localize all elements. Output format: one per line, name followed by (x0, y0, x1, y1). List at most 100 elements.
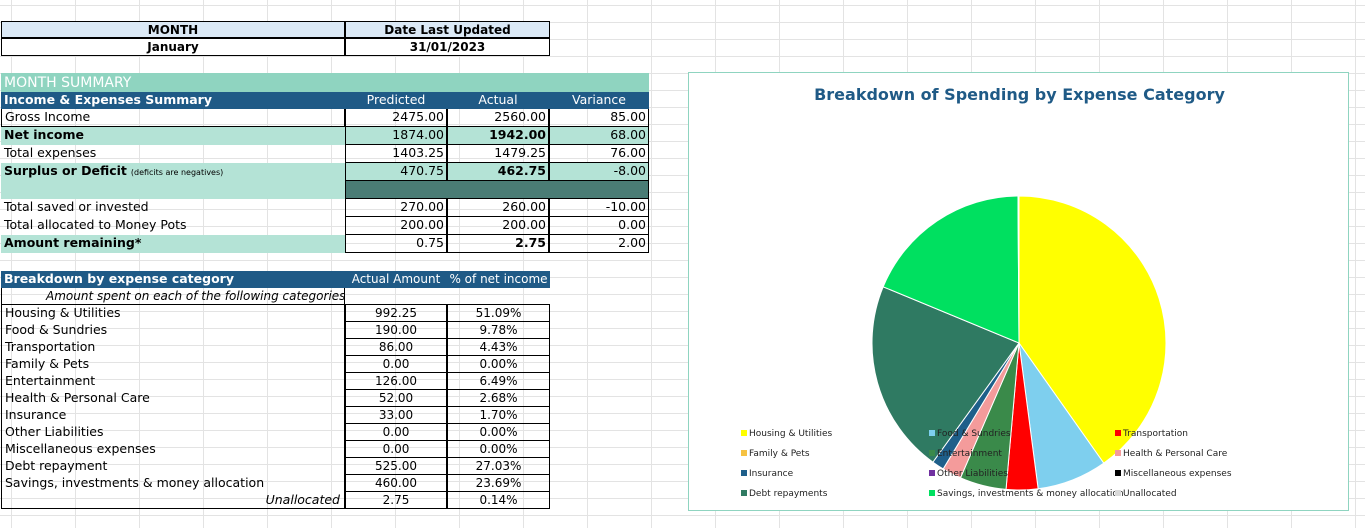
legend-label: Miscellaneous expenses (1123, 469, 1232, 479)
col-predicted: Predicted (366, 92, 426, 107)
breakdown-row-pct: 27.03% (447, 458, 550, 475)
breakdown-row-pct: 6.49% (447, 373, 550, 390)
date-updated-label: Date Last Updated (345, 21, 550, 38)
legend-swatch (1115, 490, 1121, 496)
month-label: MONTH (1, 21, 345, 38)
legend-item: Entertainment (929, 449, 1002, 460)
breakdown-row-label: Entertainment (1, 373, 345, 390)
breakdown-row-pct: 23.69% (447, 475, 550, 492)
chart-panel[interactable]: Breakdown of Spending by Expense Categor… (688, 72, 1349, 511)
breakdown-title: Breakdown by expense category (4, 271, 234, 286)
col-pct-net-income: % of net income (449, 272, 548, 286)
month-summary-title: MONTH SUMMARY (1, 73, 649, 92)
total-expenses-predicted[interactable]: 1403.25 (345, 145, 447, 163)
breakdown-row-amount[interactable]: 0.00 (345, 441, 447, 458)
breakdown-row-amount[interactable]: 992.25 (345, 305, 447, 322)
legend-item: Miscellaneous expenses (1115, 469, 1232, 480)
legend-item: Food & Sundries (929, 429, 1011, 440)
total-expenses-actual[interactable]: 1479.25 (447, 145, 549, 163)
row-label-remaining: Amount remaining* (1, 235, 345, 253)
legend-item: Housing & Utilities (741, 429, 832, 440)
surplus-predicted[interactable]: 470.75 (345, 163, 447, 181)
remaining-actual[interactable]: 2.75 (447, 235, 549, 253)
breakdown-row-amount[interactable]: 0.00 (345, 356, 447, 373)
legend-item: Savings, investments & money allocation (929, 489, 1124, 500)
legend-label: Insurance (749, 469, 794, 479)
saved-actual[interactable]: 260.00 (447, 199, 549, 217)
net-income-actual[interactable]: 1942.00 (447, 127, 549, 145)
legend-label: Food & Sundries (937, 429, 1011, 439)
legend-item: Other Liabilities (929, 469, 1008, 480)
breakdown-row-label: Debt repayment (1, 458, 345, 475)
breakdown-top-border (345, 304, 550, 305)
spacer-row-left (1, 181, 345, 199)
legend-label: Housing & Utilities (749, 429, 833, 439)
pie-slice-savings-investments-money-allocation[interactable] (882, 195, 1020, 344)
legend-label: Other Liabilities (937, 469, 1008, 479)
summary-table-title: Income & Expenses Summary (4, 92, 212, 107)
legend-swatch (929, 450, 935, 456)
summary-header-row: Income & Expenses Summary Predicted Actu… (1, 92, 649, 109)
breakdown-row-pct: 1.70% (447, 407, 550, 424)
breakdown-row-pct: 0.00% (447, 356, 550, 373)
remaining-predicted[interactable]: 0.75 (345, 235, 447, 253)
money-pots-actual[interactable]: 200.00 (447, 217, 549, 235)
legend-item: Insurance (741, 469, 793, 480)
legend-label: Health & Personal Care (1123, 449, 1228, 459)
row-label-total-expenses: Total expenses (4, 145, 97, 160)
pie-slice-unallocated[interactable] (1017, 195, 1020, 344)
pie-slice-debt-repayments[interactable] (871, 286, 1020, 463)
breakdown-row-label: Miscellaneous expenses (1, 441, 345, 458)
spacer-row-right (345, 181, 649, 199)
row-label-surplus: Surplus or Deficit (deficits are negativ… (1, 163, 345, 181)
remaining-variance: 2.00 (549, 235, 649, 253)
breakdown-row-amount[interactable]: 0.00 (345, 424, 447, 441)
date-updated-value[interactable]: 31/01/2023 (345, 38, 550, 56)
gross-income-variance: 85.00 (549, 109, 649, 127)
legend-label: Transportation (1123, 429, 1188, 439)
surplus-actual[interactable]: 462.75 (447, 163, 549, 181)
legend-label: Debt repayments (749, 489, 828, 499)
gross-income-predicted[interactable]: 2475.00 (345, 109, 447, 127)
breakdown-row-amount[interactable]: 2.75 (345, 492, 447, 509)
legend-label: Entertainment (937, 449, 1002, 459)
breakdown-row-amount[interactable]: 52.00 (345, 390, 447, 407)
breakdown-row-amount[interactable]: 525.00 (345, 458, 447, 475)
breakdown-row-amount[interactable]: 86.00 (345, 339, 447, 356)
breakdown-row-label: Transportation (1, 339, 345, 356)
gross-income-actual[interactable]: 2560.00 (447, 109, 549, 127)
breakdown-header-row: Breakdown by expense category Actual Amo… (1, 271, 550, 288)
total-expenses-variance: 76.00 (549, 145, 649, 163)
breakdown-row-label: Family & Pets (1, 356, 345, 373)
net-income-variance: 68.00 (549, 127, 649, 145)
breakdown-row-amount[interactable]: 126.00 (345, 373, 447, 390)
legend-item: Transportation (1115, 429, 1188, 440)
legend-swatch (741, 470, 747, 476)
breakdown-row-amount[interactable]: 33.00 (345, 407, 447, 424)
net-income-predicted[interactable]: 1874.00 (345, 127, 447, 145)
breakdown-subtitle: Amount spent on each of the following ca… (1, 288, 345, 305)
breakdown-row-label: Insurance (1, 407, 345, 424)
legend-swatch (741, 490, 747, 496)
legend-item: Family & Pets (741, 449, 810, 460)
breakdown-row-label: Health & Personal Care (1, 390, 345, 407)
saved-predicted[interactable]: 270.00 (345, 199, 447, 217)
breakdown-row-amount[interactable]: 190.00 (345, 322, 447, 339)
row-label-saved: Total saved or invested (4, 199, 149, 214)
legend-label: Unallocated (1123, 489, 1177, 499)
row-label-money-pots: Total allocated to Money Pots (4, 217, 187, 232)
breakdown-row-label: Other Liabilities (1, 424, 345, 441)
breakdown-row-pct: 51.09% (447, 305, 550, 322)
money-pots-predicted[interactable]: 200.00 (345, 217, 447, 235)
breakdown-row-label: Housing & Utilities (1, 305, 345, 322)
month-value[interactable]: January (1, 38, 345, 56)
breakdown-row-pct: 4.43% (447, 339, 550, 356)
saved-variance: -10.00 (549, 199, 649, 217)
breakdown-row-pct: 0.14% (447, 492, 550, 509)
col-actual-amount: Actual Amount (351, 272, 441, 286)
breakdown-row-amount[interactable]: 460.00 (345, 475, 447, 492)
surplus-label: Surplus or Deficit (4, 163, 127, 178)
pie-slice-housing-utilities[interactable] (1018, 195, 1167, 464)
surplus-note: (deficits are negatives) (130, 168, 224, 177)
legend-item: Debt repayments (741, 489, 827, 500)
